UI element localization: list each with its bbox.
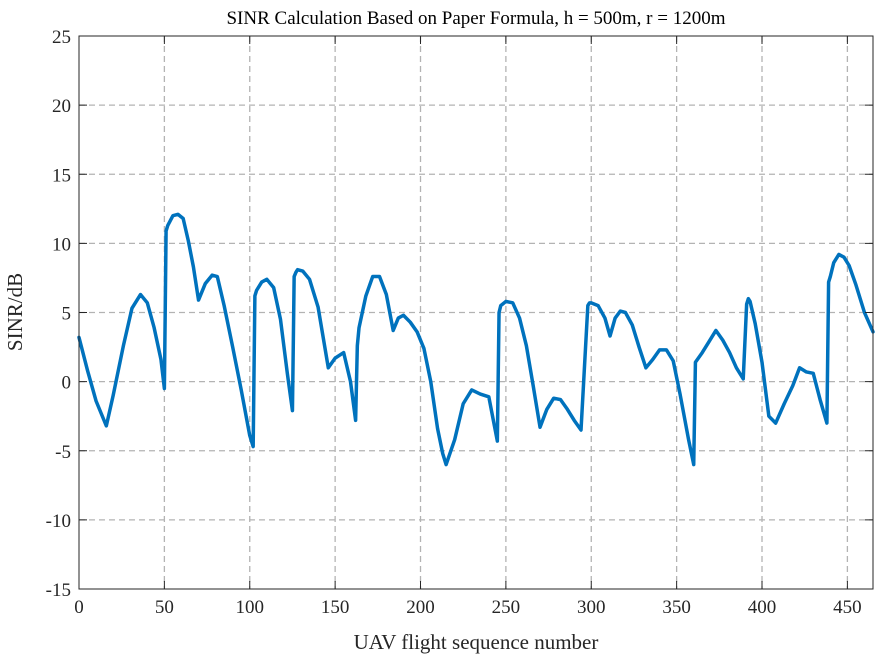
- x-tick-label: 300: [577, 597, 606, 618]
- x-tick-label: 0: [74, 597, 84, 618]
- x-tick-label: 450: [833, 597, 862, 618]
- y-tick-label: 5: [62, 304, 72, 325]
- series-layer: [77, 212, 875, 467]
- y-tick-label: -5: [55, 442, 71, 463]
- x-tick-label: 350: [662, 597, 691, 618]
- grid-layer: [79, 36, 873, 589]
- x-tick-label: 50: [155, 597, 174, 618]
- y-tick-label: -15: [46, 580, 71, 601]
- y-tick-label: 15: [52, 165, 71, 186]
- x-tick-label: 100: [236, 597, 265, 618]
- x-tick-label: 150: [321, 597, 350, 618]
- y-tick-label: 10: [52, 234, 71, 255]
- y-tick-label: 0: [62, 373, 72, 394]
- x-axis-label: UAV flight sequence number: [354, 630, 599, 654]
- sinr-series-line: [77, 212, 875, 467]
- x-tick-label: 200: [406, 597, 435, 618]
- y-tick-label: 20: [52, 96, 71, 117]
- tick-layer: 0 50 100 150 200 250 300 350 400 450 -15 -10 -5 0 5 10 1…: [46, 27, 873, 618]
- x-tick-label: 400: [748, 597, 777, 618]
- x-tick-label: 250: [492, 597, 521, 618]
- y-tick-label: 25: [52, 27, 71, 48]
- y-tick-label: -10: [46, 511, 71, 532]
- y-axis-label: SINR/dB: [3, 273, 27, 351]
- chart-title: SINR Calculation Based on Paper Formula,…: [226, 8, 725, 29]
